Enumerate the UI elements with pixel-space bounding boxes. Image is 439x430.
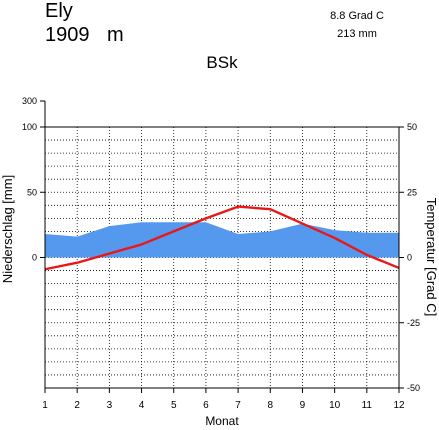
- x-tick-label: 8: [267, 400, 273, 411]
- x-axis-ticks: 1 2 3 4 5 6 7 8 9 10 11 12: [42, 388, 405, 411]
- right-tick-label: -25: [407, 318, 420, 328]
- elevation-unit: m: [107, 24, 124, 46]
- left-axis-ticks: 300 100 50 0: [22, 96, 45, 263]
- x-tick-label: 6: [203, 400, 209, 411]
- left-tick-label: 100: [22, 122, 37, 132]
- x-tick-label: 2: [74, 400, 80, 411]
- left-axis-label: Niederschlag [mm]: [0, 175, 15, 283]
- x-tick-label: 5: [171, 400, 177, 411]
- x-tick-label: 10: [329, 400, 341, 411]
- annual-precipitation: 213 mm: [337, 28, 377, 40]
- right-tick-label: -50: [407, 383, 420, 393]
- right-tick-label: 50: [407, 122, 417, 132]
- right-axis-label: Temperatur [Grad C]: [424, 198, 439, 317]
- x-tick-label: 11: [362, 400, 373, 411]
- x-tick-label: 3: [107, 400, 113, 411]
- koppen-class: BSk: [206, 53, 238, 72]
- x-tick-label: 1: [42, 400, 48, 411]
- left-tick-label: 50: [27, 187, 37, 197]
- x-axis-label: Monat: [205, 414, 239, 428]
- left-tick-label: 0: [32, 253, 37, 263]
- x-tick-label: 7: [235, 400, 241, 411]
- right-tick-label: 0: [407, 253, 412, 263]
- temperature-line: [44, 205, 400, 271]
- station-name: Ely: [45, 0, 73, 22]
- precipitation-series: [44, 222, 400, 258]
- right-axis-ticks: 50 25 0 -25 -50: [399, 122, 420, 393]
- x-tick-label: 12: [393, 400, 405, 411]
- right-tick-label: 25: [407, 187, 417, 197]
- x-tick-label: 9: [300, 400, 306, 411]
- precipitation-area: [45, 222, 399, 258]
- x-tick-label: 4: [139, 400, 145, 411]
- left-tick-label: 300: [22, 96, 37, 106]
- station-elevation: 1909: [45, 24, 90, 46]
- mean-temperature: 8.8 Grad C: [330, 10, 384, 22]
